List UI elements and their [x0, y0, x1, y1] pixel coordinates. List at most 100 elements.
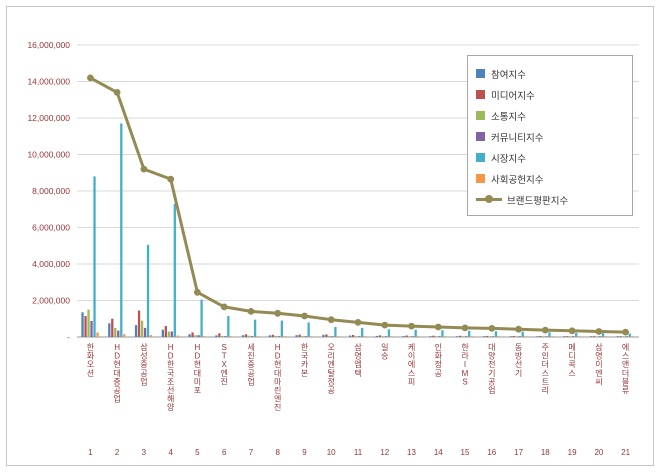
- bar-시장지수: [93, 176, 96, 337]
- x-axis-rank-label: 2: [115, 448, 120, 457]
- bar-참여지수: [188, 334, 191, 337]
- line-marker: [327, 316, 335, 324]
- bar-사회공헌지수: [123, 334, 126, 337]
- bar-커뮤니티지수: [358, 336, 361, 337]
- legend-swatch-icon: [476, 132, 485, 141]
- bar-미디어지수: [432, 335, 435, 337]
- x-axis-rank-label: 10: [327, 448, 336, 457]
- bar-미디어지수: [137, 310, 141, 337]
- x-axis-rank-label: 21: [621, 448, 630, 457]
- x-axis-rank-label: 6: [222, 448, 227, 457]
- y-axis-tick-label: 12,000,000: [27, 113, 70, 123]
- x-axis-rank-label: 16: [487, 448, 496, 457]
- bar-소통지수: [381, 336, 385, 337]
- bar-미디어지수: [405, 335, 408, 337]
- bar-시장지수: [494, 331, 498, 337]
- bar-시장지수: [601, 333, 605, 337]
- bar-참여지수: [215, 335, 218, 337]
- y-axis-tick-label: 14,000,000: [27, 77, 70, 87]
- bar-참여지수: [456, 336, 459, 337]
- bar-사회공헌지수: [364, 336, 367, 337]
- bar-참여지수: [108, 323, 111, 337]
- bar-소통지수: [247, 335, 251, 337]
- bar-커뮤니티지수: [625, 336, 628, 337]
- bar-미디어지수: [218, 333, 221, 337]
- bar-사회공헌지수: [310, 336, 313, 337]
- legend-label: 시장지수: [491, 153, 526, 165]
- line-marker: [354, 319, 362, 326]
- x-axis-rank-label: 5: [195, 448, 200, 457]
- bar-시장지수: [575, 332, 578, 337]
- legend-line-marker-icon: [476, 195, 502, 204]
- bar-소통지수: [462, 336, 465, 337]
- bar-사회공헌지수: [604, 336, 608, 337]
- bar-시장지수: [253, 319, 257, 337]
- bar-소통지수: [622, 336, 625, 337]
- bar-참여지수: [589, 336, 593, 337]
- legend-label: 브랜드평판지수: [507, 195, 569, 207]
- bar-소통지수: [408, 336, 411, 337]
- bar-소통지수: [435, 336, 438, 337]
- bar-커뮤니티지수: [465, 336, 468, 337]
- line-marker: [113, 89, 121, 96]
- legend-label: 사회공헌지수: [491, 174, 544, 186]
- bar-참여지수: [402, 336, 405, 337]
- line-marker: [381, 321, 389, 329]
- bar-사회공헌지수: [176, 335, 179, 337]
- bar-미디어지수: [352, 334, 355, 337]
- bar-미디어지수: [191, 332, 194, 337]
- bar-참여지수: [241, 335, 245, 338]
- bar-커뮤니티지수: [304, 336, 307, 337]
- bar-미디어지수: [619, 336, 622, 337]
- bar-참여지수: [349, 335, 352, 337]
- bar-커뮤니티지수: [411, 336, 414, 337]
- x-axis-rank-label: 17: [514, 448, 523, 457]
- bar-시장지수: [441, 330, 444, 337]
- bar-시장지수: [280, 320, 284, 337]
- legend-swatch-icon: [476, 174, 485, 183]
- bar-소통지수: [87, 309, 90, 338]
- legend-item-3: 커뮤니티지수: [476, 126, 624, 147]
- bar-사회공헌지수: [203, 336, 206, 337]
- bar-시장지수: [307, 322, 310, 337]
- bar-참여지수: [161, 329, 164, 337]
- line-marker: [488, 325, 496, 332]
- bar-소통지수: [328, 335, 331, 337]
- bar-시장지수: [548, 332, 551, 337]
- x-axis-rank-label: 12: [380, 448, 389, 457]
- bar-사회공헌지수: [96, 332, 99, 337]
- bar-커뮤니티지수: [90, 320, 93, 337]
- bar-참여지수: [295, 335, 298, 338]
- bar-사회공헌지수: [256, 336, 260, 337]
- x-axis-rank-label: 19: [568, 448, 577, 457]
- y-axis-tick-label: 6,000,000: [32, 223, 70, 233]
- bar-미디어지수: [539, 336, 542, 337]
- bar-소통지수: [488, 336, 492, 337]
- bar-커뮤니티지수: [143, 327, 147, 338]
- line-marker: [408, 322, 415, 330]
- x-axis-rank-label: 4: [168, 448, 173, 457]
- bar-참여지수: [134, 325, 138, 337]
- chart-frame: 16,000,000 14,000,000 12,000,000 10,000,000…: [6, 6, 654, 466]
- bar-사회공헌지수: [283, 336, 287, 337]
- line-marker: [87, 74, 94, 82]
- x-axis-rank-label: 7: [249, 448, 254, 457]
- bar-시장지수: [120, 123, 123, 337]
- bar-참여지수: [81, 312, 84, 337]
- bar-커뮤니티지수: [438, 336, 441, 337]
- bar-사회공헌지수: [471, 336, 474, 337]
- line-marker: [595, 328, 603, 335]
- bar-소통지수: [355, 336, 358, 337]
